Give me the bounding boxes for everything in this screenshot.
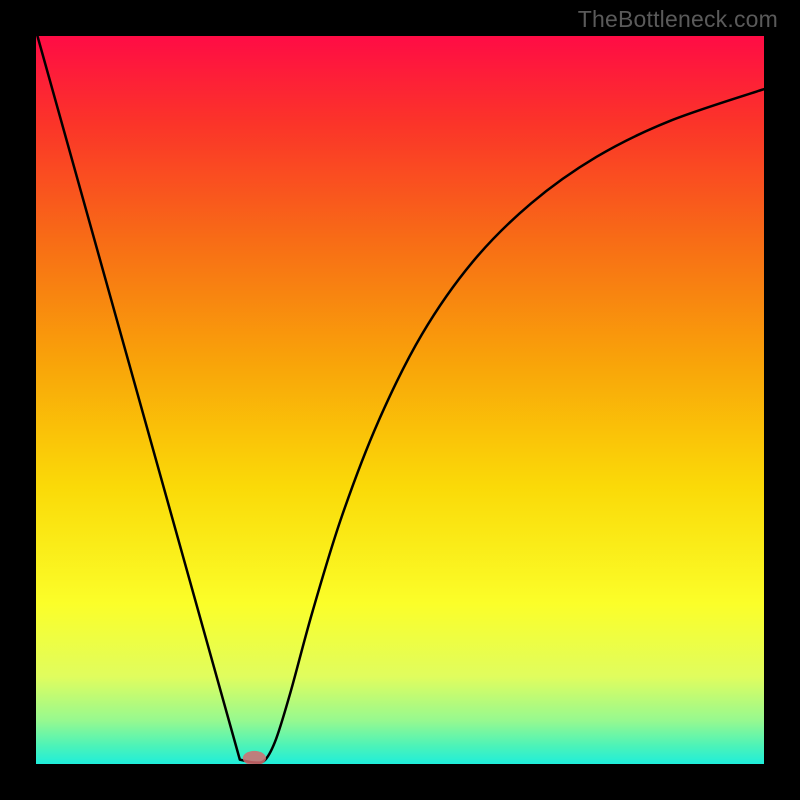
watermark-text: TheBottleneck.com	[578, 6, 778, 33]
gradient-chart-svg	[36, 36, 764, 764]
plot-area	[36, 36, 764, 764]
gradient-background	[36, 36, 764, 764]
